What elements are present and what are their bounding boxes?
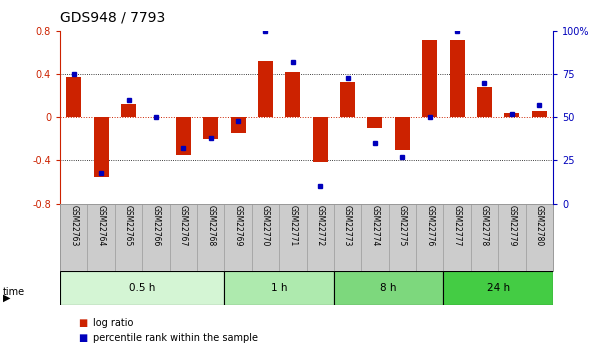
Bar [121, 104, 136, 117]
Bar [94, 117, 109, 177]
Bar [334, 271, 444, 305]
Bar [224, 271, 334, 305]
Bar [60, 271, 224, 305]
Text: ■: ■ [78, 333, 87, 343]
Text: GSM22769: GSM22769 [234, 205, 243, 246]
Text: GDS948 / 7793: GDS948 / 7793 [60, 10, 165, 24]
Text: GSM22780: GSM22780 [535, 205, 544, 246]
Bar [367, 117, 382, 128]
Text: percentile rank within the sample: percentile rank within the sample [93, 333, 258, 343]
Text: 0.5 h: 0.5 h [129, 283, 156, 293]
Text: GSM22779: GSM22779 [507, 205, 516, 246]
Bar [340, 82, 355, 117]
Text: GSM22773: GSM22773 [343, 205, 352, 246]
Bar [285, 72, 300, 117]
Bar [203, 117, 218, 139]
Bar [66, 77, 81, 117]
Text: GSM22775: GSM22775 [398, 205, 407, 246]
Text: GSM22777: GSM22777 [453, 205, 462, 246]
Text: GSM22776: GSM22776 [426, 205, 434, 246]
Text: GSM22765: GSM22765 [124, 205, 133, 246]
Text: GSM22772: GSM22772 [316, 205, 325, 246]
Text: ▶: ▶ [3, 293, 10, 302]
Text: log ratio: log ratio [93, 318, 133, 327]
Bar [313, 117, 328, 161]
Bar [258, 61, 273, 117]
Text: GSM22764: GSM22764 [97, 205, 106, 246]
Text: GSM22766: GSM22766 [151, 205, 160, 246]
Text: GSM22778: GSM22778 [480, 205, 489, 246]
Text: GSM22767: GSM22767 [179, 205, 188, 246]
Text: 8 h: 8 h [380, 283, 397, 293]
Bar [422, 40, 438, 117]
Text: GSM22770: GSM22770 [261, 205, 270, 246]
Bar [231, 117, 246, 134]
Text: ■: ■ [78, 318, 87, 327]
Bar [477, 87, 492, 117]
Bar [175, 117, 191, 155]
Text: GSM22763: GSM22763 [69, 205, 78, 246]
Bar [532, 111, 547, 117]
Text: 1 h: 1 h [271, 283, 287, 293]
Text: GSM22774: GSM22774 [370, 205, 379, 246]
Bar [444, 271, 553, 305]
Bar [395, 117, 410, 150]
Bar [504, 113, 519, 117]
Text: GSM22771: GSM22771 [288, 205, 297, 246]
Bar [450, 40, 465, 117]
Text: 24 h: 24 h [487, 283, 510, 293]
Text: time: time [3, 287, 25, 296]
Text: GSM22768: GSM22768 [206, 205, 215, 246]
